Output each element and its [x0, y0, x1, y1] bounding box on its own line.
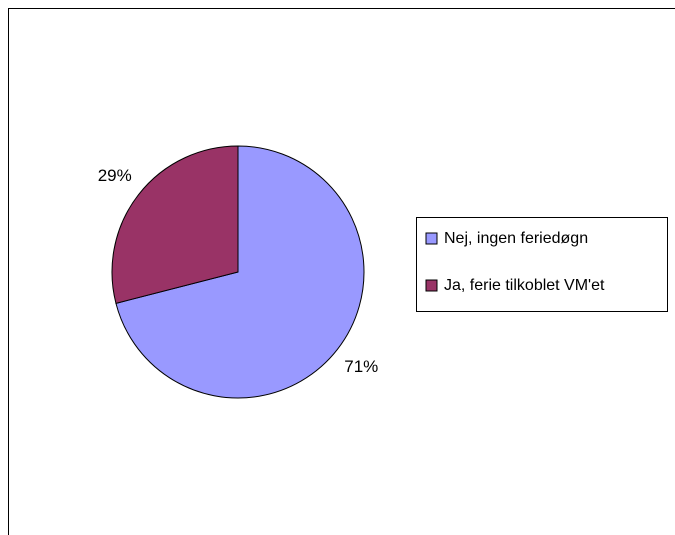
pie-slice-0 [115, 145, 365, 399]
pie-data-labels: 71% 29% [98, 166, 379, 376]
pie-slices [111, 145, 365, 399]
legend-label-0: Nej, ingen feriedøgn [444, 230, 588, 247]
pie-data-label-1: 29% [98, 166, 132, 185]
legend-swatch-1 [425, 279, 438, 292]
legend-swatch-0 [425, 232, 438, 245]
pie-slice-1 [111, 145, 239, 304]
legend-box [416, 217, 668, 312]
pie-data-label-0: 71% [344, 357, 378, 376]
legend-label-1: Ja, ferie tilkoblet VM'et [444, 277, 605, 294]
legend: Nej, ingen feriedøgn Ja, ferie tilkoblet … [416, 217, 668, 312]
